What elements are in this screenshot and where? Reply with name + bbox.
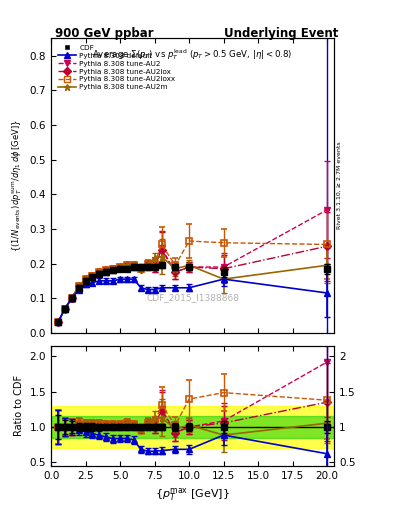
Bar (51, 406, 334, 448)
Bar (51, 416, 334, 438)
X-axis label: $\{p_T^\mathrm{max}$ [GeV]$\}$: $\{p_T^\mathrm{max}$ [GeV]$\}$ (155, 486, 230, 503)
Y-axis label: Rivet 3.1.10, ≥ 2.7M events: Rivet 3.1.10, ≥ 2.7M events (337, 142, 342, 229)
Y-axis label: $\{(1/N_\mathrm{events})\,dp_T^\mathrm{sum}/d\eta_1\,d\phi\,[\mathrm{GeV}]\}$: $\{(1/N_\mathrm{events})\,dp_T^\mathrm{s… (11, 119, 24, 252)
Legend: CDF, Pythia 8.308 default, Pythia 8.308 tune-AU2, Pythia 8.308 tune-AU2lox, Pyth: CDF, Pythia 8.308 default, Pythia 8.308 … (55, 42, 178, 93)
Text: CDF_2015_I1388868: CDF_2015_I1388868 (146, 293, 239, 302)
Text: Average $\Sigma(p_T)$ vs $p_T^\mathrm{lead}$ ($p_T > 0.5$ GeV, $|\eta| < 0.8$): Average $\Sigma(p_T)$ vs $p_T^\mathrm{le… (92, 47, 293, 62)
Text: 900 GeV ppbar: 900 GeV ppbar (55, 27, 154, 39)
Y-axis label: Ratio to CDF: Ratio to CDF (14, 375, 24, 436)
Text: Underlying Event: Underlying Event (224, 27, 338, 39)
